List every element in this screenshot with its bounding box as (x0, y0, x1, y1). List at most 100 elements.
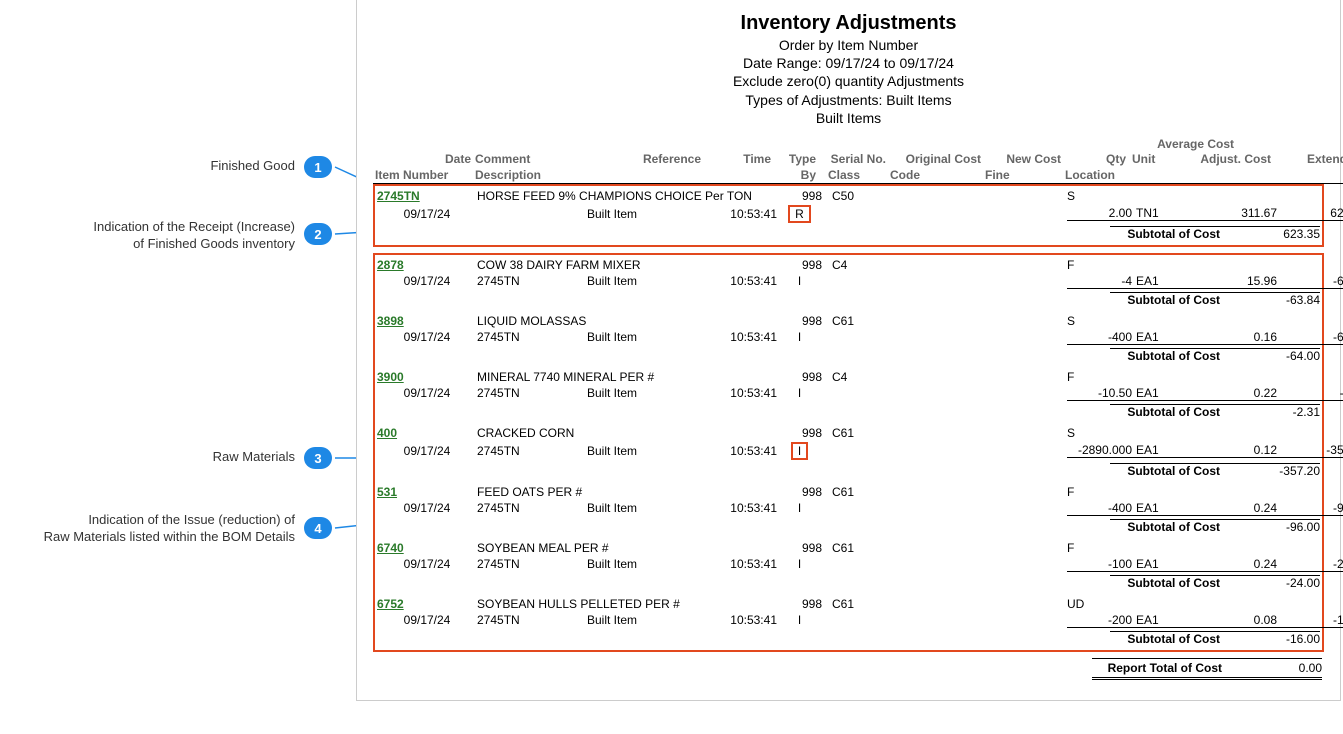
item-class: C61 (822, 314, 892, 328)
cell-ext: -96.00 (1277, 501, 1343, 516)
item-desc: HORSE FEED 9% CHAMPIONS CHOICE Per TON (477, 189, 777, 203)
item-link[interactable]: 2745TN (377, 189, 420, 203)
cell-qty: 2.00 (1067, 206, 1132, 221)
subtotal-value: -357.20 (1230, 463, 1320, 478)
item-class: C61 (822, 541, 892, 555)
cell-time: 10:53:41 (707, 386, 777, 400)
cell-comment: 2745TN (477, 501, 587, 515)
subtotal-label: Subtotal of Cost (1110, 404, 1230, 419)
subtotal-label: Subtotal of Cost (1110, 463, 1230, 478)
cell-qty: -400 (1067, 330, 1132, 345)
cell-adjcost: 0.24 (1187, 501, 1277, 516)
cell-qty: -10.50 (1067, 386, 1132, 401)
item-group: 531 FEED OATS PER # 998 C61 F 09/17/24 2… (375, 482, 1322, 538)
subtotal-label: Subtotal of Cost (1110, 348, 1230, 363)
cell-unit: EA1 (1132, 330, 1187, 345)
subtotal-label: Subtotal of Cost (1110, 519, 1230, 534)
item-class: C4 (822, 370, 892, 384)
callout-text: Raw Materials listed within the BOM Deta… (44, 529, 295, 544)
item-header-row: 3898 LIQUID MOLASSAS 998 C61 S (375, 313, 1322, 329)
item-by: 998 (777, 189, 822, 203)
item-location: S (1067, 314, 1132, 328)
item-header-row: 400 CRACKED CORN 998 C61 S (375, 425, 1322, 441)
hdr-by: By (773, 167, 818, 184)
item-link[interactable]: 3898 (377, 314, 404, 328)
item-by: 998 (777, 426, 822, 440)
subtotal-label: Subtotal of Cost (1110, 631, 1230, 646)
cell-comment: 2745TN (477, 330, 587, 344)
hdr-serialno: Serial No. (818, 151, 888, 167)
item-detail-row: 09/17/24 2745TN Built Item 10:53:41 I -4… (375, 273, 1322, 290)
type-indicator: I (798, 386, 801, 400)
subtotal-row: Subtotal of Cost -2.31 (375, 404, 1322, 419)
item-link[interactable]: 531 (377, 485, 397, 499)
item-link[interactable]: 3900 (377, 370, 404, 384)
item-by: 998 (777, 597, 822, 611)
cell-comment: 2745TN (477, 386, 587, 400)
raw-materials-box: 2878 COW 38 DAIRY FARM MIXER 998 C4 F 09… (373, 253, 1324, 652)
cell-ref: Built Item (587, 207, 707, 221)
report-subheader: Built Items (373, 109, 1324, 127)
item-link[interactable]: 2878 (377, 258, 404, 272)
type-indicator: I (798, 501, 801, 515)
hdr-extended: Extended (1273, 151, 1343, 167)
report-subheader: Exclude zero(0) quantity Adjustments (373, 72, 1324, 90)
cell-comment: 2745TN (477, 444, 587, 458)
item-class: C61 (822, 485, 892, 499)
finished-good-box: 2745TN HORSE FEED 9% CHAMPIONS CHOICE Pe… (373, 184, 1324, 247)
item-by: 998 (777, 314, 822, 328)
item-link[interactable]: 400 (377, 426, 397, 440)
callout-receipt: Indication of the Receipt (Increase) of … (0, 219, 295, 253)
item-desc: COW 38 DAIRY FARM MIXER (477, 258, 777, 272)
cell-adjcost: 0.08 (1187, 613, 1277, 628)
item-link[interactable]: 6752 (377, 597, 404, 611)
cell-date: 09/17/24 (377, 386, 477, 400)
cell-time: 10:53:41 (707, 274, 777, 288)
item-header-row: 2745TN HORSE FEED 9% CHAMPIONS CHOICE Pe… (375, 188, 1322, 204)
type-indicator: R (788, 205, 811, 223)
subtotal-row: Subtotal of Cost -24.00 (375, 575, 1322, 590)
item-group: 3898 LIQUID MOLASSAS 998 C61 S 09/17/24 … (375, 311, 1322, 367)
item-header-row: 2878 COW 38 DAIRY FARM MIXER 998 C4 F (375, 257, 1322, 273)
subtotal-row: Subtotal of Cost -63.84 (375, 292, 1322, 307)
type-indicator: I (798, 274, 801, 288)
item-link[interactable]: 6740 (377, 541, 404, 555)
type-indicator: I (791, 442, 808, 460)
cell-qty: -4 (1067, 274, 1132, 289)
subtotal-row: Subtotal of Cost -64.00 (375, 348, 1322, 363)
callout-text: Indication of the Receipt (Increase) (93, 219, 295, 234)
header-row-1: Date Comment Reference Time Type Serial … (373, 151, 1324, 167)
item-desc: FEED OATS PER # (477, 485, 777, 499)
subtotal-value: -16.00 (1230, 631, 1320, 646)
cell-time: 10:53:41 (707, 330, 777, 344)
hdr-location: Location (1063, 167, 1128, 184)
hdr-desc: Description (473, 167, 703, 184)
hdr-fine: Fine (983, 167, 1063, 184)
item-class: C61 (822, 426, 892, 440)
item-group: 6752 SOYBEAN HULLS PELLETED PER # 998 C6… (375, 594, 1322, 650)
subtotal-value: -64.00 (1230, 348, 1320, 363)
cell-adjcost: 0.16 (1187, 330, 1277, 345)
item-group: 2878 COW 38 DAIRY FARM MIXER 998 C4 F 09… (375, 255, 1322, 311)
item-detail-row: 09/17/24 2745TN Built Item 10:53:41 I -2… (375, 612, 1322, 629)
cell-unit: EA1 (1132, 386, 1187, 401)
callout-text: Finished Good (210, 158, 295, 173)
item-class: C50 (822, 189, 892, 203)
subtotal-label: Subtotal of Cost (1110, 292, 1230, 307)
subtotal-row: Subtotal of Cost -96.00 (375, 519, 1322, 534)
item-group: 3900 MINERAL 7740 MINERAL PER # 998 C4 F… (375, 367, 1322, 423)
subtotal-row: Subtotal of Cost -16.00 (375, 631, 1322, 646)
cell-ref: Built Item (587, 386, 707, 400)
item-by: 998 (777, 485, 822, 499)
cell-adjcost: 0.22 (1187, 386, 1277, 401)
hdr-adjcost: Adjust. Cost (1183, 151, 1273, 167)
cell-ref: Built Item (587, 501, 707, 515)
cell-comment: 2745TN (477, 274, 587, 288)
badge-1: 1 (304, 156, 332, 178)
hdr-comment: Comment (473, 151, 583, 167)
avg-cost-label: Average Cost (373, 137, 1324, 151)
item-detail-row: 09/17/24 2745TN Built Item 10:53:41 I -2… (375, 441, 1322, 461)
cell-unit: EA1 (1132, 501, 1187, 516)
cell-date: 09/17/24 (377, 444, 477, 458)
item-desc: SOYBEAN HULLS PELLETED PER # (477, 597, 777, 611)
